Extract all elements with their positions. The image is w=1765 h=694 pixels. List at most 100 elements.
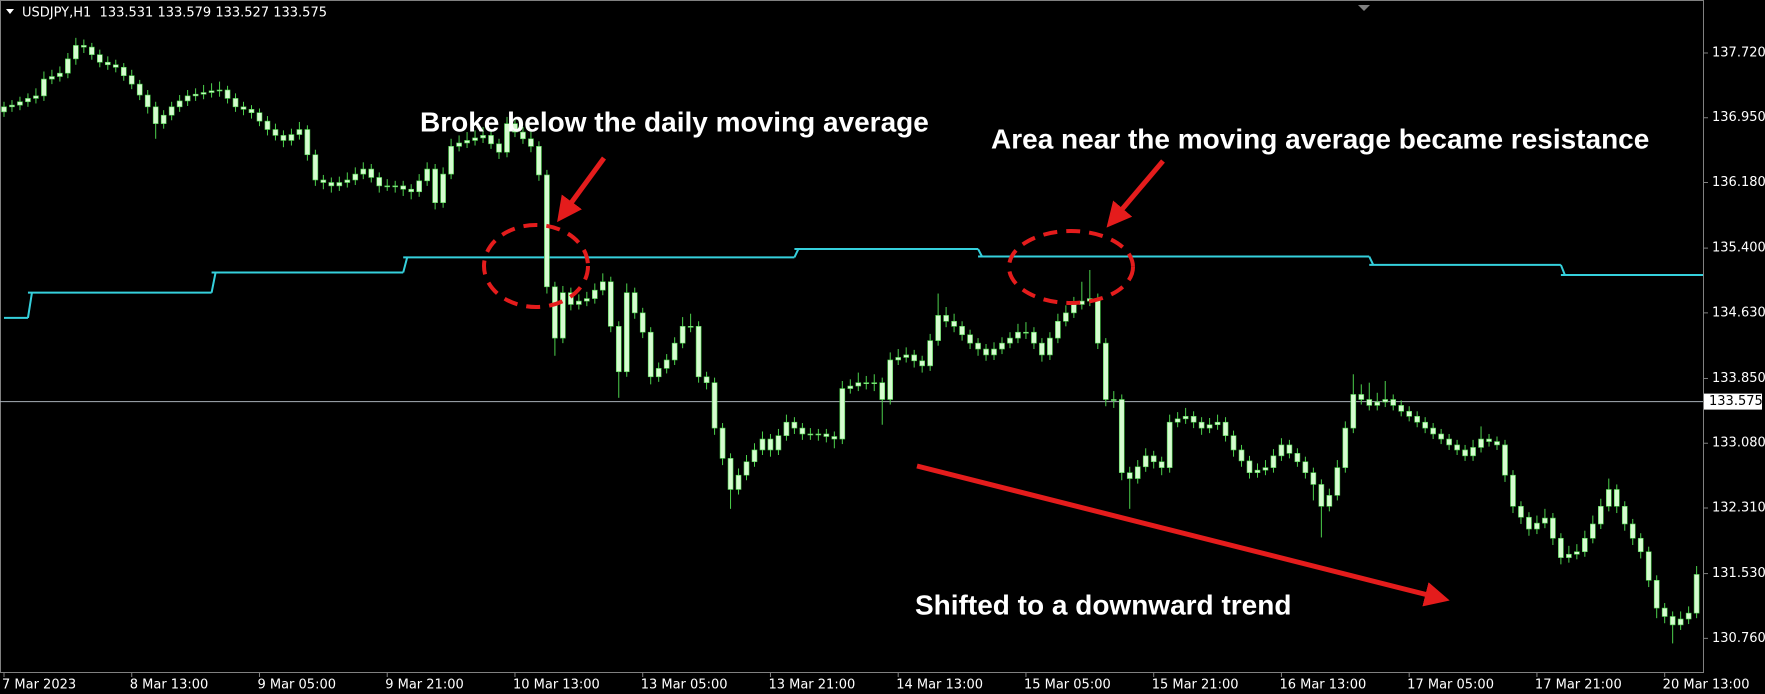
- candle-body: [576, 300, 582, 305]
- candle-body: [799, 427, 806, 435]
- highlight-ellipse: [482, 223, 590, 309]
- candle-body: [488, 135, 494, 145]
- candle-body: [1430, 427, 1436, 435]
- candle-body: [400, 185, 406, 190]
- candle-body: [1629, 523, 1636, 539]
- y-tick-label: 133.850: [1712, 371, 1765, 386]
- candle-body: [751, 449, 758, 463]
- candle-body: [1598, 506, 1604, 525]
- candle-body: [631, 292, 638, 314]
- x-tick-label: 17 Mar 21:00: [1535, 678, 1622, 693]
- candle-body: [368, 168, 375, 178]
- candle-body: [743, 461, 750, 476]
- annotation-arrow: [1106, 159, 1165, 228]
- candle-body: [711, 382, 718, 429]
- candle-body: [528, 138, 534, 147]
- candle-body: [1294, 453, 1301, 463]
- candle-body: [1390, 399, 1397, 406]
- candle-body: [560, 292, 566, 339]
- candle-body: [256, 112, 263, 122]
- candle-body: [184, 95, 191, 102]
- candle-body: [1502, 444, 1508, 476]
- candle-body: [791, 421, 798, 429]
- candle-body: [1198, 421, 1205, 429]
- candle-body: [520, 131, 526, 140]
- candle-body: [1542, 517, 1548, 524]
- candle-body: [1302, 461, 1309, 473]
- candle-body: [1246, 460, 1253, 473]
- y-tick-label: 130.760: [1712, 631, 1765, 646]
- candle-body: [1286, 444, 1293, 454]
- candle-body: [1438, 433, 1444, 440]
- candle-body: [73, 45, 79, 60]
- candle-body: [584, 298, 590, 302]
- candle-body: [607, 281, 614, 327]
- annotation: Shifted to a downward trend: [915, 589, 1291, 620]
- candle-body: [504, 123, 510, 153]
- candle-body: [1015, 331, 1021, 339]
- candle-body: [783, 421, 790, 436]
- candle-body: [57, 72, 63, 77]
- candle-body: [895, 357, 902, 361]
- candle-body: [679, 326, 686, 344]
- candle-body: [1102, 342, 1109, 400]
- shift-marker: [1358, 5, 1370, 11]
- candle-body: [296, 129, 303, 135]
- moving-average-step: [402, 257, 409, 273]
- candle-body: [472, 137, 478, 141]
- x-tick-label: 15 Mar 21:00: [1152, 678, 1239, 693]
- candle-body: [464, 140, 470, 144]
- candle-body: [456, 142, 462, 147]
- candle-body: [1677, 618, 1684, 626]
- candle-body: [1126, 472, 1133, 479]
- annotation-arrow: [557, 156, 607, 223]
- candle-body: [1278, 444, 1285, 457]
- candle-body: [152, 106, 159, 124]
- candle-body: [1669, 616, 1676, 626]
- menu-triangle: [6, 9, 14, 14]
- candle-body: [552, 286, 558, 339]
- candle-body: [9, 104, 15, 108]
- candle-body: [1270, 455, 1277, 468]
- candle-body: [767, 438, 774, 451]
- candle-body: [1590, 523, 1596, 539]
- y-tick-label: 131.530: [1712, 566, 1765, 581]
- annotation: Broke below the daily moving average: [420, 106, 929, 137]
- candle-body: [1613, 489, 1620, 507]
- candle-body: [983, 348, 989, 356]
- candle-body: [512, 123, 518, 133]
- candle-body: [1262, 467, 1269, 471]
- candle-body: [1526, 516, 1532, 530]
- y-tick-label: 136.180: [1712, 175, 1765, 190]
- candle-body: [1462, 449, 1468, 457]
- candle-body: [991, 348, 997, 356]
- candle-body: [312, 154, 319, 181]
- candle-body: [424, 168, 430, 182]
- candle-body: [1478, 438, 1484, 448]
- candle-body: [1470, 447, 1476, 457]
- candle-body: [1063, 312, 1069, 322]
- candle-body: [887, 359, 894, 400]
- candle-body: [927, 340, 933, 367]
- candle-body: [1047, 337, 1053, 356]
- candle-body: [839, 388, 846, 440]
- candle-body: [81, 45, 87, 48]
- candle-body: [1661, 607, 1668, 617]
- candle-body: [1446, 438, 1452, 446]
- moving-average-step: [26, 292, 33, 319]
- candle-body: [1326, 495, 1333, 507]
- candle-body: [1214, 421, 1221, 426]
- candle-body: [1510, 474, 1516, 507]
- candle-body: [224, 89, 231, 99]
- candle-body: [448, 146, 454, 175]
- candle-body: [440, 173, 446, 203]
- y-tick-label: 137.720: [1712, 45, 1765, 60]
- candle-body: [1685, 612, 1692, 620]
- candle-body: [376, 177, 383, 187]
- candle-body: [919, 360, 925, 367]
- candle-body: [136, 83, 143, 96]
- candle-body: [687, 326, 694, 328]
- candle-body: [1031, 331, 1037, 344]
- candle-body: [599, 281, 606, 291]
- moving-average-step: [1368, 256, 1375, 266]
